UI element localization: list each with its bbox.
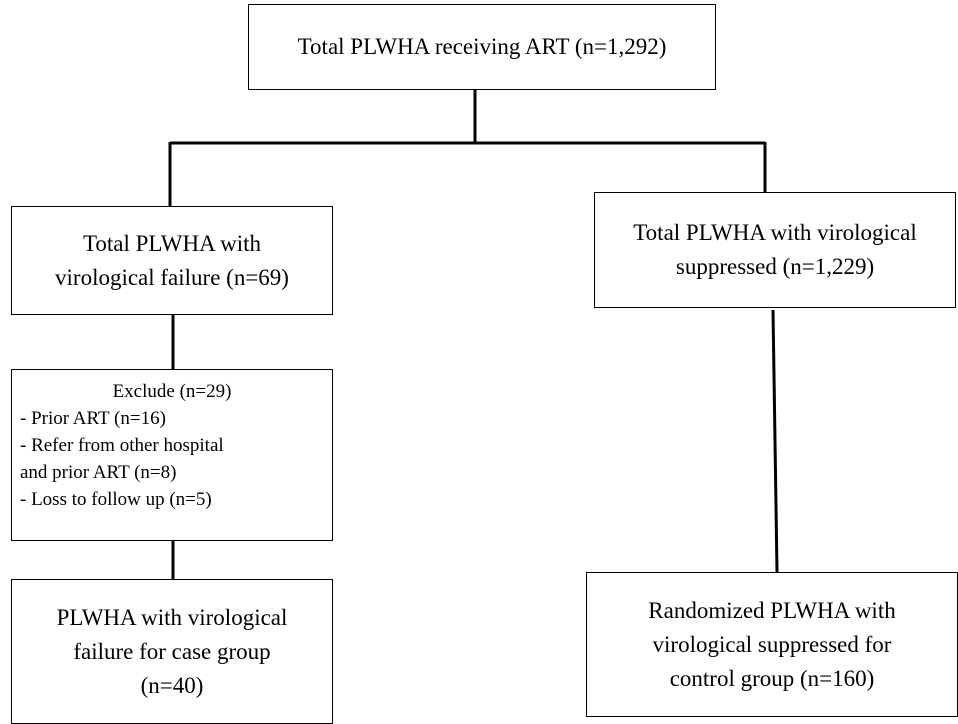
node-line: suppressed (n=1,229)	[675, 254, 875, 279]
node-line: (n=40)	[140, 672, 204, 698]
node-line: virological failure (n=69)	[55, 264, 289, 290]
node-failure: Total PLWHA with virological failure (n=6…	[11, 206, 333, 315]
node-line: and prior ART (n=8)	[20, 462, 177, 483]
node-line: Total PLWHA with virological	[633, 220, 917, 245]
node-line: - Prior ART (n=16)	[20, 408, 166, 429]
node-line: virological suppressed for	[652, 631, 892, 657]
node-suppressed: Total PLWHA with virological suppressed (…	[594, 192, 956, 308]
node-line: - Loss to follow up (n=5)	[20, 489, 212, 510]
connector	[771, 309, 779, 573]
node-line: Randomized PLWHA with	[648, 597, 896, 623]
node-line: - Refer from other hospital	[20, 435, 224, 456]
node-case: PLWHA with virological failure for case g…	[11, 579, 333, 724]
node-line: Total PLWHA with	[82, 230, 262, 256]
node-control: Randomized PLWHA with virological suppres…	[586, 572, 958, 717]
node-total: Total PLWHA receiving ART (n=1,292)	[248, 4, 716, 90]
node-line: PLWHA with virological	[56, 604, 288, 630]
node-line: failure for case group	[73, 638, 271, 664]
node-exclude: Exclude (n=29) - Prior ART (n=16) - Refer …	[11, 369, 333, 541]
node-line: Exclude (n=29)	[112, 381, 232, 402]
node-label: Total PLWHA receiving ART (n=1,292)	[297, 34, 667, 59]
node-line: control group (n=160)	[669, 665, 875, 691]
